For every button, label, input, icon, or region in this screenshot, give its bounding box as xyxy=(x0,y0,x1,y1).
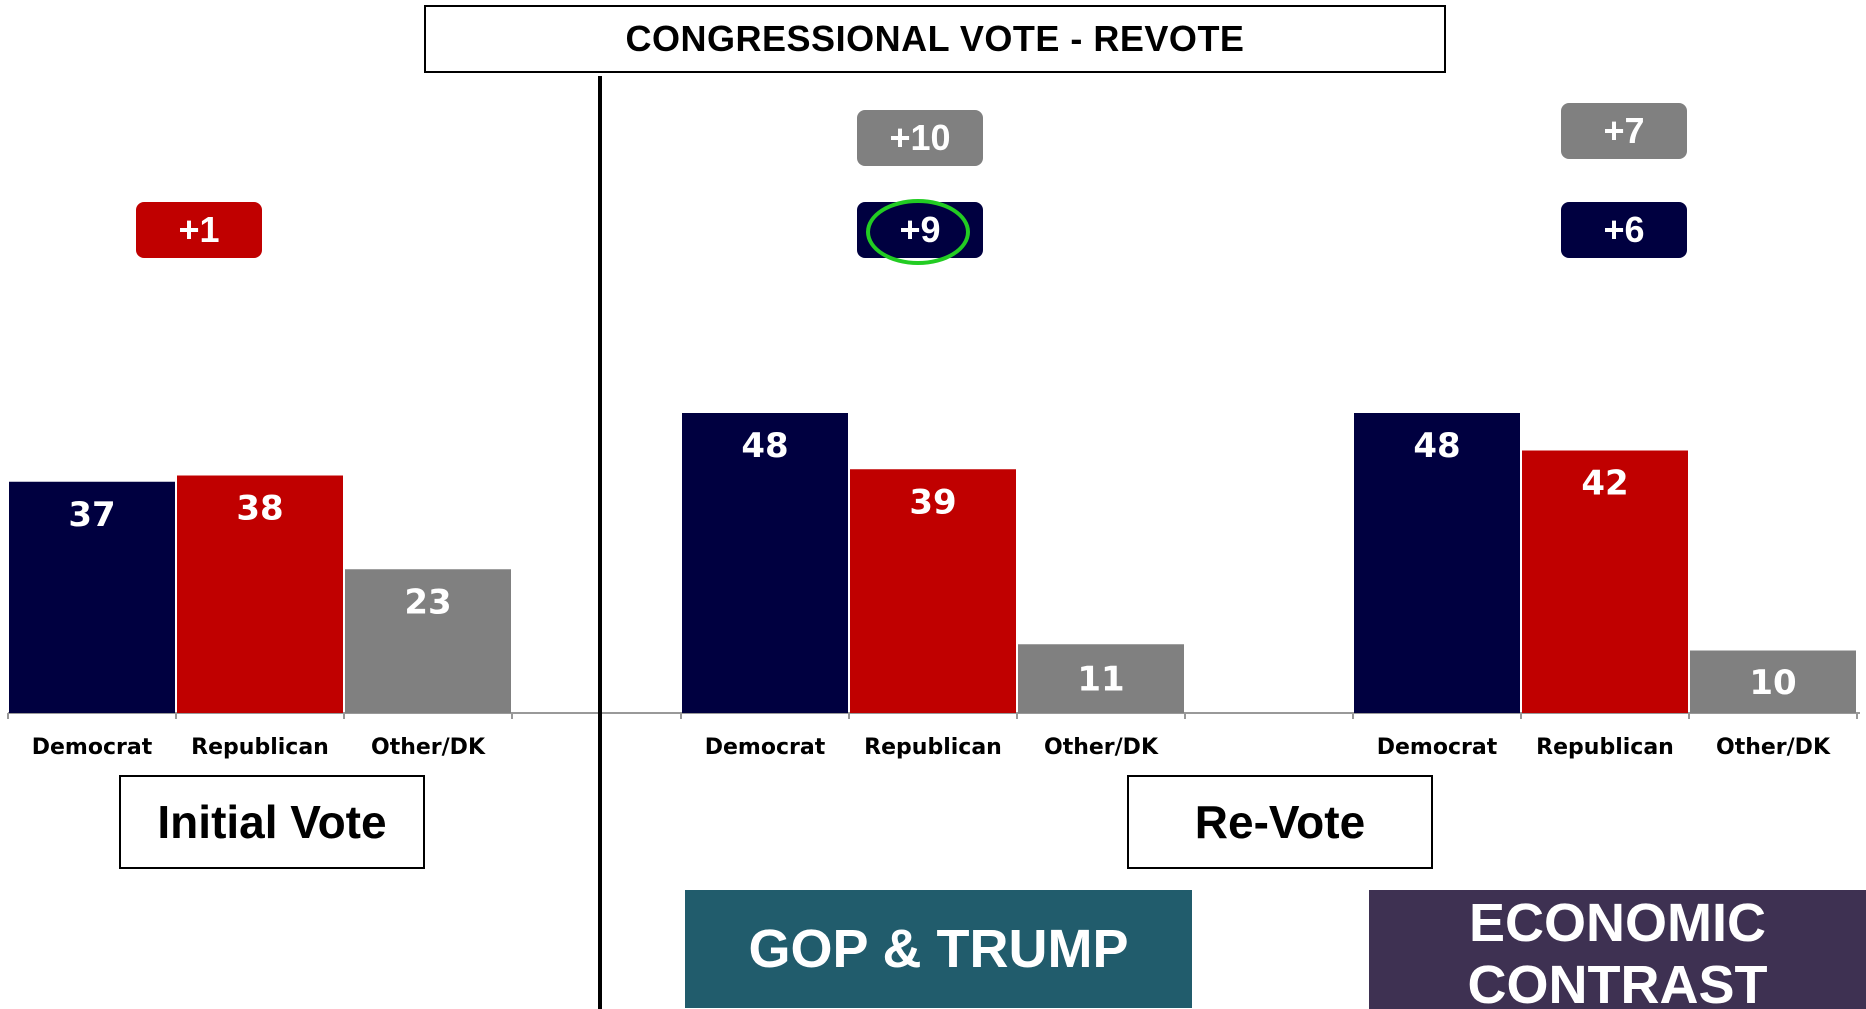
chart-title: CONGRESSIONAL VOTE - REVOTE xyxy=(424,5,1446,73)
category-label: Democrat xyxy=(32,735,153,760)
bar-1-democrat xyxy=(682,413,848,713)
bar-chart: 37 Democrat 38 Republican 23 Other/DK 48 Democr… xyxy=(7,413,1860,760)
margin-badge-initial: +1 xyxy=(136,202,262,258)
bar-value-label: 38 xyxy=(236,489,283,529)
bar-1-republican xyxy=(850,469,1016,713)
bar-value-label: 42 xyxy=(1581,464,1628,504)
category-label: Other/DK xyxy=(1044,735,1159,760)
bar-2-democrat xyxy=(1354,413,1520,713)
category-label: Republican xyxy=(864,735,1002,760)
bar-value-label: 37 xyxy=(68,495,115,535)
scenario-economic-contrast: ECONOMIC CONTRAST xyxy=(1369,890,1866,1009)
bar-value-label: 10 xyxy=(1749,663,1796,703)
category-label: Other/DK xyxy=(371,735,486,760)
scenario-gop-trump-text: GOP & TRUMP xyxy=(748,919,1129,979)
highlight-ring xyxy=(866,199,970,265)
bar-0-republican xyxy=(177,475,343,713)
margin-badge-gop-other: +10 xyxy=(857,110,983,166)
category-label: Democrat xyxy=(1377,735,1498,760)
bar-0-democrat xyxy=(9,481,175,713)
bar-2-republican xyxy=(1522,450,1688,713)
category-label: Democrat xyxy=(705,735,826,760)
re-vote-label: Re-Vote xyxy=(1127,775,1433,869)
initial-vote-label: Initial Vote xyxy=(119,775,425,869)
category-label: Republican xyxy=(191,735,329,760)
bar-value-label: 48 xyxy=(1413,426,1460,466)
bar-value-label: 39 xyxy=(909,482,956,522)
bar-value-label: 48 xyxy=(741,426,788,466)
bar-value-label: 23 xyxy=(404,582,451,622)
bar-value-label: 11 xyxy=(1077,660,1124,700)
scenario-gop-trump: GOP & TRUMP xyxy=(685,890,1192,1008)
bar-2-otherdk xyxy=(1690,650,1856,713)
category-label: Republican xyxy=(1536,735,1674,760)
scenario-economic-line2: CONTRAST xyxy=(1467,955,1768,1009)
category-label: Other/DK xyxy=(1716,735,1831,760)
bar-1-otherdk xyxy=(1018,644,1184,713)
margin-badge-economic-dem: +6 xyxy=(1561,202,1687,258)
margin-badge-economic-other: +7 xyxy=(1561,103,1687,159)
bar-0-otherdk xyxy=(345,569,511,713)
section-divider xyxy=(598,76,602,1009)
scenario-economic-line1: ECONOMIC xyxy=(1469,893,1766,953)
